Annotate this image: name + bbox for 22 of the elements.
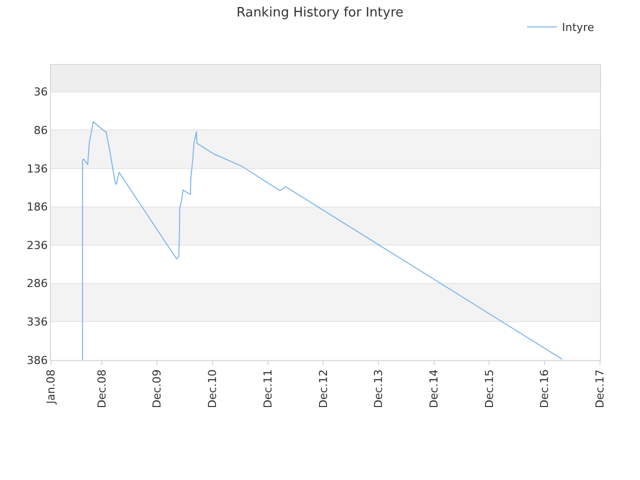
y-tick-label: 136 (26, 162, 48, 176)
x-tick-label: Dec.08 (95, 369, 108, 408)
y-tick-label: 186 (26, 200, 48, 214)
line-series (82, 121, 563, 360)
x-tick-label: Dec.10 (206, 369, 220, 408)
x-tick-label: Dec.17 (594, 369, 607, 408)
y-tick-label: 386 (26, 354, 48, 367)
chart-title: Ranking History for Intyre (236, 5, 404, 20)
x-tick-label: Dec.14 (427, 369, 440, 408)
x-tick-label: Dec.09 (150, 369, 164, 408)
y-tick-label: 86 (34, 124, 48, 137)
y-tick-label: 286 (26, 277, 48, 290)
y-tick-label: 36 (34, 86, 48, 99)
x-tick-label: Dec.11 (261, 369, 274, 408)
x-tick-label: Dec.15 (482, 369, 496, 408)
x-tick-label: Dec.12 (316, 369, 330, 408)
y-tick-label: 336 (26, 316, 48, 329)
legend-label: Intyre (562, 21, 594, 34)
x-tick-label: Jan.08 (44, 369, 58, 405)
x-tick-label: Dec.13 (372, 369, 386, 408)
y-tick-label: 236 (26, 238, 48, 252)
x-tick-label: Dec.16 (538, 369, 552, 408)
